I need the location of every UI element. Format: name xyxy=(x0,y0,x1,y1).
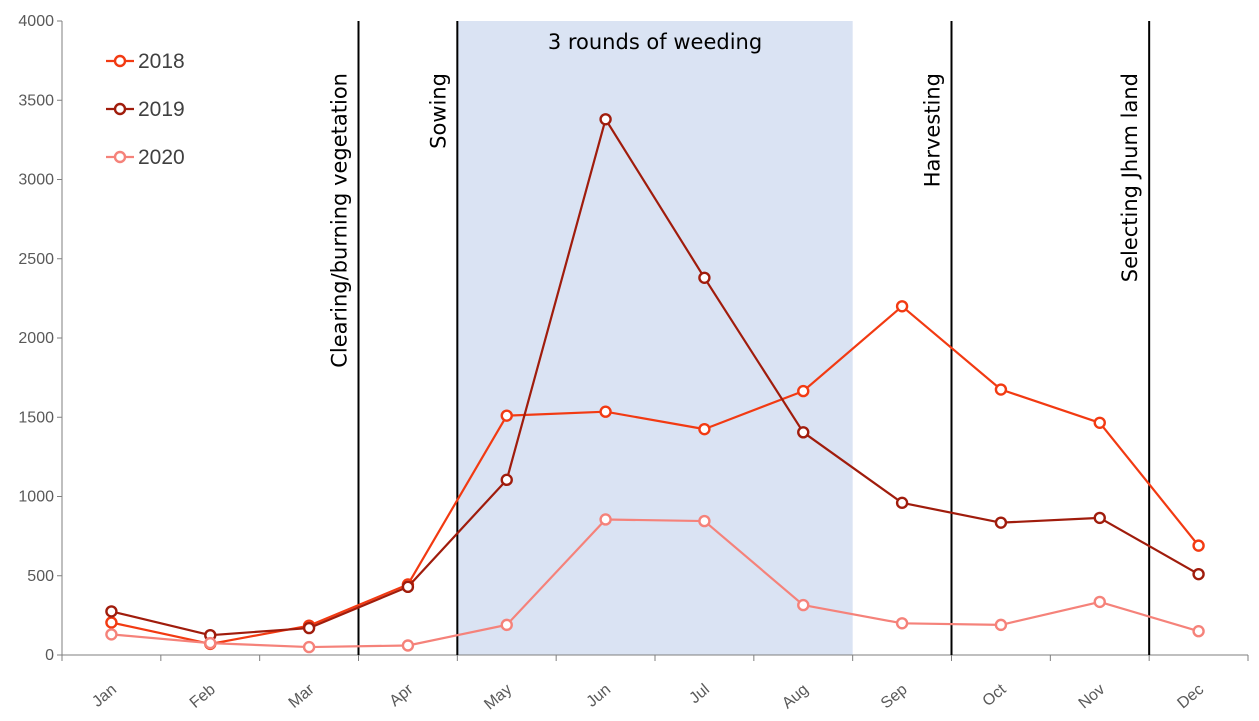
data-point-2019 xyxy=(698,271,711,284)
x-tick-label: Nov xyxy=(1076,681,1109,712)
x-tick-label: Aug xyxy=(779,681,812,712)
shaded-region-layer: 3 rounds of weeding xyxy=(457,21,853,655)
y-tick-label: 3500 xyxy=(18,92,54,109)
y-tick-label: 1000 xyxy=(18,489,54,506)
phase-divider-layer xyxy=(357,21,1151,655)
x-tick-label: Jan xyxy=(89,681,120,711)
data-point-2018 xyxy=(797,384,810,398)
y-tick-label: 1500 xyxy=(18,409,54,426)
data-point-2018 xyxy=(1192,539,1205,552)
data-point-2019 xyxy=(994,516,1008,529)
weeding-shaded-region xyxy=(457,21,853,655)
data-point-2020 xyxy=(302,640,316,654)
data-point-2018 xyxy=(500,409,513,422)
y-tick-label: 4000 xyxy=(18,13,54,30)
weeding-region-label: 3 rounds of weeding xyxy=(548,30,762,54)
y-tick-label: 0 xyxy=(45,647,54,664)
x-tick-label: Jun xyxy=(583,681,614,711)
series-line-2019 xyxy=(111,118,1200,637)
series-line-2020 xyxy=(111,518,1199,649)
legend-swatch-marker xyxy=(113,54,127,68)
data-point-2020 xyxy=(1093,595,1106,609)
phase-label: Sowing xyxy=(426,73,450,149)
x-tick-label: May xyxy=(481,681,515,713)
legend-swatch-marker xyxy=(113,102,127,116)
data-point-2018 xyxy=(105,616,118,629)
x-tick-label: Apr xyxy=(386,681,417,710)
data-point-2018 xyxy=(698,422,711,436)
x-tick-label: Sep xyxy=(878,681,911,712)
data-point-2018 xyxy=(1093,416,1106,429)
data-point-2019 xyxy=(105,605,118,618)
x-tick-label: Mar xyxy=(286,681,319,712)
series-layer xyxy=(105,113,1205,654)
data-point-2019 xyxy=(797,426,810,439)
annotation-layer: Clearing/burning vegetation Sowing Harvest… xyxy=(328,73,1143,368)
data-point-2020 xyxy=(599,513,612,526)
y-tick-label: 500 xyxy=(27,568,54,585)
data-point-2019 xyxy=(1192,567,1205,581)
x-tick-label: Feb xyxy=(187,681,219,712)
data-point-2019 xyxy=(895,496,909,510)
data-point-2018 xyxy=(599,405,612,418)
x-tick-label: Jul xyxy=(686,681,713,707)
phase-label: Clearing/burning vegetation xyxy=(328,73,352,368)
data-point-2019 xyxy=(599,113,612,126)
data-point-2018 xyxy=(895,300,909,313)
data-point-2020 xyxy=(698,514,711,528)
legend-swatch-marker xyxy=(113,150,127,164)
data-point-2020 xyxy=(105,628,118,641)
data-point-2019 xyxy=(401,580,415,594)
data-point-2020 xyxy=(204,636,217,650)
phase-label: Selecting Jhum land xyxy=(1118,73,1142,282)
legend-label: 2020 xyxy=(138,146,185,169)
data-point-2019 xyxy=(500,473,513,487)
legend-label: 2019 xyxy=(138,98,185,121)
data-point-2020 xyxy=(500,618,513,632)
y-tick-label: 3000 xyxy=(18,172,54,189)
data-point-2019 xyxy=(302,621,316,635)
data-point-2020 xyxy=(895,617,909,630)
y-tick-label: 2000 xyxy=(18,330,54,347)
data-point-2019 xyxy=(1093,511,1106,525)
phase-label: Harvesting xyxy=(921,73,945,187)
data-point-2020 xyxy=(994,618,1008,632)
x-tick-label: Dec xyxy=(1174,681,1207,712)
data-point-2020 xyxy=(1192,625,1205,638)
data-point-2020 xyxy=(797,598,810,612)
legend-label: 2018 xyxy=(138,50,185,73)
data-point-2020 xyxy=(401,639,415,652)
x-tick-label: Oct xyxy=(979,681,1009,710)
legend: 2018 2019 2020 xyxy=(106,50,185,169)
y-tick-label: 2500 xyxy=(18,251,54,268)
data-point-2018 xyxy=(994,383,1008,396)
